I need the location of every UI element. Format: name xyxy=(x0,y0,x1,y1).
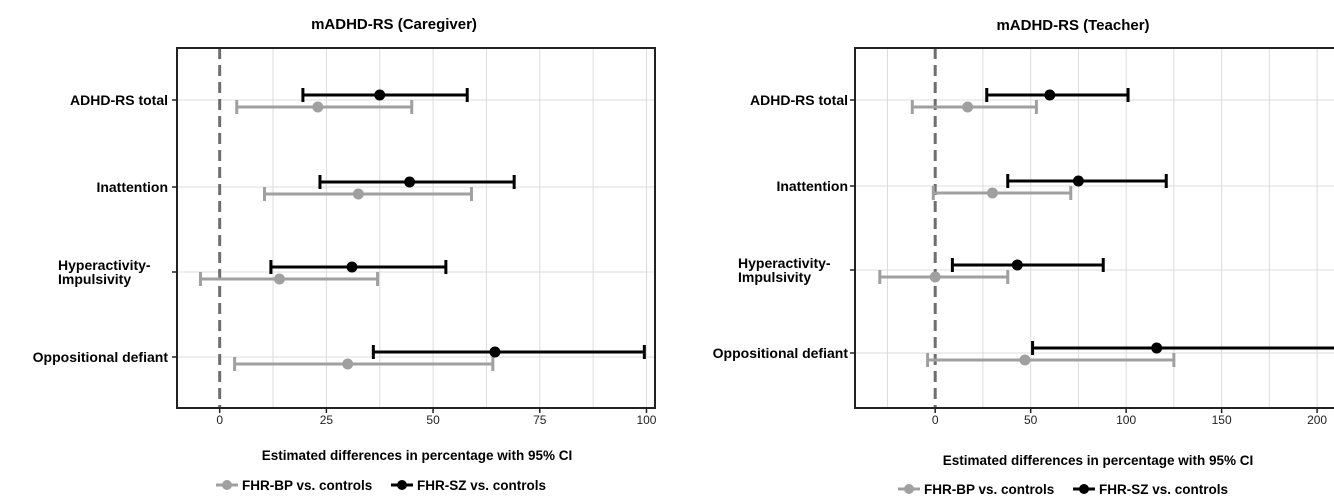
estimate-point xyxy=(346,261,358,273)
category-label: ADHD-RS total xyxy=(70,92,168,108)
x-tick-label: 50 xyxy=(1024,413,1038,427)
x-tick-label: 200 xyxy=(1307,413,1327,427)
chart-panel-2: mADHD-RS (Teacher) ADHD-RS total Inattenti… xyxy=(713,17,1334,497)
x-axis-label: Estimated differences in percentage with… xyxy=(262,448,573,463)
estimate-point xyxy=(1011,259,1023,271)
category-label: Oppositional defiant xyxy=(713,345,849,361)
estimate-point xyxy=(342,358,354,370)
legend-label: FHR-BP vs. controls xyxy=(242,478,372,493)
estimate-point xyxy=(312,101,324,113)
category-label-line: Impulsivity xyxy=(738,269,811,285)
legend: FHR-BP vs. controls FHR-SZ vs. controls xyxy=(898,482,1228,497)
category-label: Inattention xyxy=(776,178,848,194)
legend-marker xyxy=(1079,484,1089,494)
estimate-point xyxy=(404,176,416,188)
x-tick-label: 100 xyxy=(1116,413,1136,427)
chart-title: mADHD-RS (Teacher) xyxy=(996,17,1149,34)
estimate-point xyxy=(273,273,285,285)
x-tick-label: 25 xyxy=(320,413,334,427)
estimate-point xyxy=(1072,175,1084,187)
x-tick-label: 150 xyxy=(1212,413,1232,427)
category-label-line: Impulsivity xyxy=(58,271,131,287)
chart-title: mADHD-RS (Caregiver) xyxy=(311,16,477,33)
legend-marker xyxy=(904,484,914,494)
estimate-point xyxy=(929,271,941,283)
plot-frame xyxy=(854,47,1334,409)
x-tick-label: 50 xyxy=(426,413,440,427)
legend-label: FHR-SZ vs. controls xyxy=(1099,482,1228,497)
x-tick-label: 0 xyxy=(932,413,939,427)
legend-marker xyxy=(222,480,232,490)
estimate-point xyxy=(374,89,386,101)
estimate-point xyxy=(1151,342,1163,354)
category-label: Hyperactivity-Impulsivity xyxy=(58,257,151,287)
estimate-point xyxy=(352,188,364,200)
legend-label: FHR-BP vs. controls xyxy=(924,482,1054,497)
x-axis-label: Estimated differences in percentage with… xyxy=(943,453,1254,468)
category-label: Oppositional defiant xyxy=(33,349,169,365)
category-label: Hyperactivity-Impulsivity xyxy=(738,255,831,285)
legend-label: FHR-SZ vs. controls xyxy=(417,478,546,493)
legend: FHR-BP vs. controls FHR-SZ vs. controls xyxy=(216,478,546,493)
estimate-point xyxy=(1044,89,1056,101)
x-tick-label: 75 xyxy=(533,413,547,427)
estimate-point xyxy=(489,346,501,358)
estimate-point xyxy=(1019,354,1031,366)
series-fhr-sz xyxy=(950,88,1334,355)
category-label-line: Hyperactivity- xyxy=(738,255,831,271)
plot-frame xyxy=(176,47,656,409)
x-tick-label: 100 xyxy=(636,413,656,427)
estimate-point xyxy=(962,101,974,113)
series-fhr-sz xyxy=(269,88,646,359)
series-fhr-bp xyxy=(198,100,495,371)
chart-panel-1: mADHD-RS (Caregiver) ADHD-RS total Inatten… xyxy=(33,16,657,493)
category-label: ADHD-RS total xyxy=(750,92,848,108)
category-label: Inattention xyxy=(96,179,168,195)
estimate-point xyxy=(986,187,998,199)
series-fhr-bp xyxy=(878,100,1176,367)
legend-marker xyxy=(397,480,407,490)
category-label-line: Hyperactivity- xyxy=(58,257,151,273)
x-tick-label: 0 xyxy=(216,413,223,427)
